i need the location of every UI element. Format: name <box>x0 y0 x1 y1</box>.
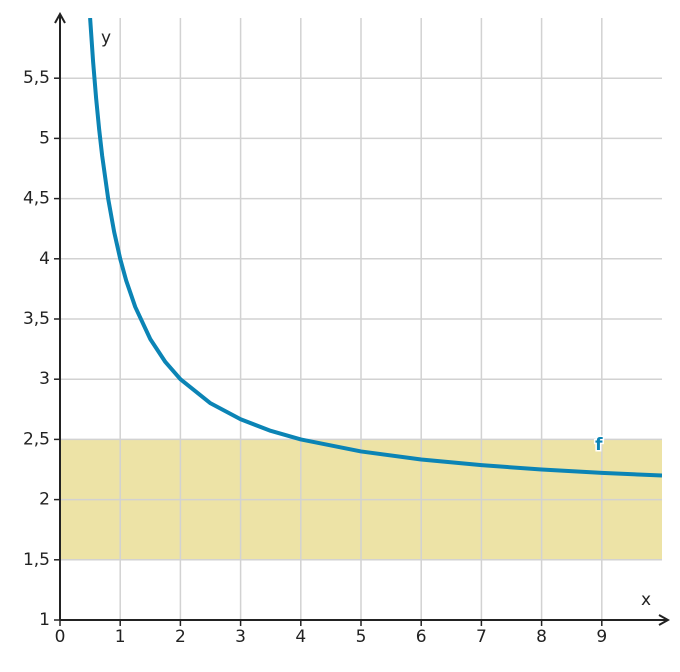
x-tick-label: 1 <box>115 627 126 647</box>
y-tick-label: 5 <box>39 128 50 148</box>
x-tick-label: 2 <box>175 627 186 647</box>
x-tick-label: 5 <box>356 627 367 647</box>
x-axis-label: x <box>641 590 651 610</box>
x-tick-label: 9 <box>596 627 607 647</box>
series-label: f <box>595 435 603 455</box>
y-tick-label: 2 <box>39 490 50 510</box>
plot-area <box>60 18 662 620</box>
y-tick-label: 4,5 <box>23 189 50 209</box>
x-tick-label: 4 <box>295 627 306 647</box>
x-tick-label: 3 <box>235 627 246 647</box>
y-tick-label: 4 <box>39 249 50 269</box>
y-tick-label: 3 <box>39 369 50 389</box>
y-tick-label: 1,5 <box>23 550 50 570</box>
y-tick-label: 1 <box>39 610 50 630</box>
y-axis-label: y <box>101 28 111 48</box>
y-tick-label: 3,5 <box>23 309 50 329</box>
x-tick-label: 7 <box>476 627 487 647</box>
x-tick-label: 8 <box>536 627 547 647</box>
y-tick-label: 2,5 <box>23 429 50 449</box>
line <box>88 18 662 478</box>
y-tick-label: 5,5 <box>23 68 50 88</box>
x-tick-label: 0 <box>55 627 66 647</box>
x-tick-label: 6 <box>416 627 427 647</box>
